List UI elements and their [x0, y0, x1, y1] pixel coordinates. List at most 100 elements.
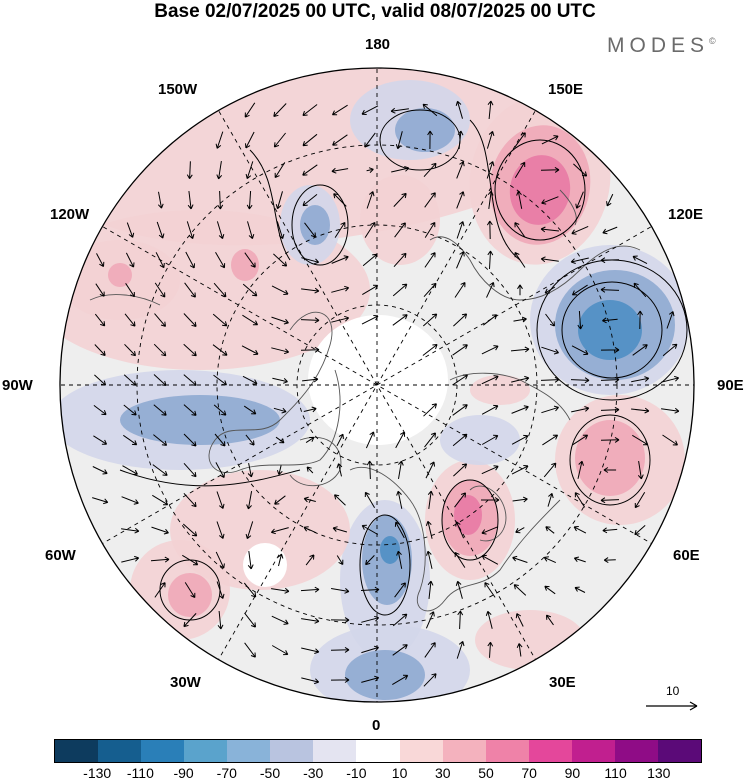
colorbar-bin: [485, 740, 529, 762]
wind-vector-arrow: [183, 343, 197, 357]
wind-vector-arrow: [600, 286, 620, 293]
streamline-loop: [441, 479, 499, 561]
lon-label-60w: 60W: [45, 547, 76, 564]
anomaly-shading-layer: [60, 68, 690, 702]
lon-label-60e: 60E: [673, 547, 700, 564]
streamline: [469, 119, 521, 261]
wind-vector-arrow: [92, 497, 109, 505]
wind-vector-arrow: [182, 523, 198, 537]
wind-vector-arrow: [332, 526, 348, 533]
wind-vector-arrow: [186, 161, 193, 179]
wind-vector-arrow: [514, 161, 526, 178]
wind-vector-arrow: [301, 287, 320, 294]
coastline: [208, 311, 341, 474]
wind-vector-arrow: [301, 677, 320, 685]
wind-vector-arrow: [392, 613, 408, 627]
wind-vector-arrow: [216, 491, 225, 509]
wind-vector-arrow: [481, 434, 499, 445]
wind-vector-arrow: [215, 251, 226, 269]
wind-vector-arrow: [154, 582, 166, 598]
wind-vector-arrow: [274, 162, 286, 179]
wind-vector-arrow: [92, 466, 108, 475]
colorbar-bin: [98, 740, 142, 762]
streamline: [119, 469, 301, 487]
wind-vector-arrow: [300, 346, 320, 353]
wind-vector-arrow: [454, 492, 466, 508]
lon-label-120w: 120W: [50, 206, 90, 223]
wind-vector-arrow: [456, 221, 465, 239]
wind-vector-arrow: [361, 615, 380, 623]
wind-vector-arrow: [486, 131, 495, 149]
lon-label-30e: 30E: [549, 674, 576, 691]
wind-vector-arrow: [302, 194, 318, 207]
wind-vector-arrow: [247, 463, 254, 478]
wind-vector-arrow: [603, 467, 617, 473]
wind-vector-arrow: [303, 406, 317, 413]
wind-vector-arrow: [301, 647, 320, 654]
wind-vector-arrow: [424, 252, 436, 268]
wind-vector-arrow: [423, 403, 437, 417]
wind-vector-arrow: [277, 553, 284, 567]
wind-vector-arrow: [246, 190, 253, 210]
wind-vector-arrow: [306, 466, 314, 474]
wind-vector-arrow: [515, 527, 525, 534]
wind-vector-arrow: [511, 465, 529, 475]
colorbar-tick-label: 50: [478, 765, 494, 781]
modes-logo: MODES©: [607, 34, 716, 58]
wind-vector-arrow: [484, 582, 496, 598]
wind-vector-arrow: [513, 316, 527, 323]
wind-vector-arrow: [481, 497, 500, 503]
wind-vector-arrow: [125, 252, 135, 268]
lon-label-90e: 90E: [717, 377, 744, 394]
wind-vector-arrow: [486, 220, 493, 240]
wind-vector-arrow: [302, 376, 319, 383]
wind-vector-arrow: [275, 436, 285, 444]
wind-vector-arrow: [482, 314, 498, 326]
wind-vector-arrow: [123, 374, 137, 386]
wind-vector-arrow: [570, 257, 589, 264]
wind-vector-arrow: [330, 677, 350, 683]
wind-vector-arrow: [425, 611, 435, 629]
wind-vector-arrow: [361, 675, 380, 683]
wind-vector-arrow: [334, 221, 346, 238]
wind-vector-arrow: [243, 405, 257, 415]
wind-vector-arrow: [390, 107, 409, 114]
wind-vector-arrow: [511, 405, 529, 414]
reference-vector: [646, 701, 698, 711]
wind-vector-arrow: [422, 344, 438, 356]
wind-vector-arrow: [331, 588, 350, 594]
wind-vector-arrow: [271, 615, 289, 625]
wind-vector-arrow: [303, 526, 317, 534]
wind-vector-arrow: [336, 555, 344, 565]
wind-vector-arrow: [157, 191, 164, 209]
streamline: [249, 149, 291, 261]
anomaly-region: [475, 610, 585, 670]
meridian-line: [99, 224, 655, 546]
wind-vector-arrow: [423, 282, 437, 298]
wind-vector-arrow: [392, 674, 409, 686]
wind-vector-arrow: [540, 256, 559, 263]
anomaly-region: [168, 573, 212, 617]
wind-vector-arrow: [634, 525, 646, 536]
wind-vector-arrow: [393, 192, 407, 207]
wind-vector-arrow: [361, 105, 379, 115]
graticule-layer: [60, 68, 694, 702]
wind-vector-arrow: [602, 317, 618, 324]
wind-vector-arrow: [244, 642, 256, 658]
wind-vector-arrow: [456, 191, 465, 209]
wind-vector-arrow: [183, 462, 197, 478]
colorbar-tick-label: -50: [259, 765, 281, 781]
wind-vector-arrow: [331, 315, 350, 323]
wind-vector-arrow: [364, 132, 376, 148]
wind-vector-arrow: [183, 374, 197, 386]
wind-vector-arrow: [571, 225, 589, 235]
wind-vector-arrow: [600, 406, 620, 413]
colorbar-bin: [571, 740, 615, 762]
colorbar-tick-label: -30: [303, 765, 324, 781]
wind-vector-arrow: [452, 433, 468, 447]
wind-vector-arrow: [305, 436, 315, 444]
wind-vector-arrow: [575, 191, 584, 209]
wind-vector-arrow: [600, 497, 620, 504]
wind-vector-arrow: [427, 580, 434, 599]
wind-vector-arrow: [661, 407, 680, 414]
